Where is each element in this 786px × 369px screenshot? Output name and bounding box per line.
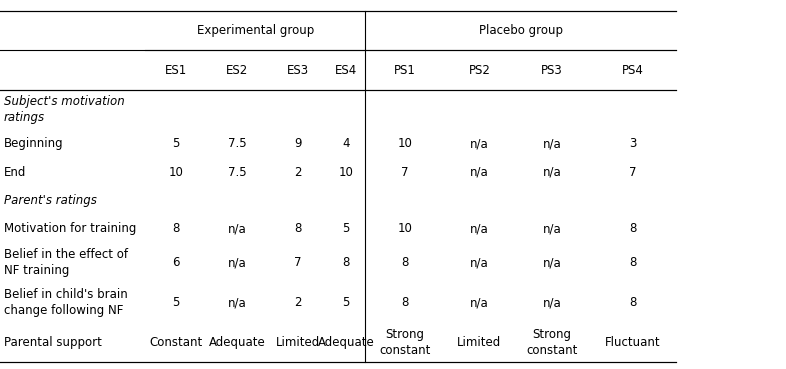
Text: Adequate: Adequate — [318, 336, 375, 349]
Text: n/a: n/a — [543, 166, 561, 179]
Text: 8: 8 — [629, 222, 637, 235]
Text: Beginning: Beginning — [4, 137, 64, 150]
Text: 5: 5 — [172, 137, 180, 150]
Text: PS4: PS4 — [622, 63, 644, 77]
Text: 5: 5 — [343, 222, 350, 235]
Text: 8: 8 — [294, 222, 301, 235]
Text: 10: 10 — [398, 222, 412, 235]
Text: 7.5: 7.5 — [228, 166, 247, 179]
Text: 8: 8 — [629, 256, 637, 269]
Text: Placebo group: Placebo group — [479, 24, 563, 37]
Text: 8: 8 — [343, 256, 350, 269]
Text: 9: 9 — [294, 137, 301, 150]
Text: ES1: ES1 — [165, 63, 187, 77]
Text: Adequate: Adequate — [209, 336, 266, 349]
Text: Strong
constant: Strong constant — [379, 328, 431, 357]
Text: 3: 3 — [629, 137, 637, 150]
Text: 10: 10 — [169, 166, 183, 179]
Text: n/a: n/a — [228, 222, 247, 235]
Text: n/a: n/a — [543, 296, 561, 309]
Text: n/a: n/a — [470, 296, 489, 309]
Text: Parent's ratings: Parent's ratings — [4, 194, 97, 207]
Text: 10: 10 — [398, 137, 412, 150]
Text: PS3: PS3 — [542, 63, 563, 77]
Text: 7.5: 7.5 — [228, 137, 247, 150]
Text: 7: 7 — [294, 256, 301, 269]
Text: Limited: Limited — [275, 336, 320, 349]
Text: Subject's motivation
ratings: Subject's motivation ratings — [4, 95, 125, 124]
Text: 5: 5 — [172, 296, 180, 309]
Text: End: End — [4, 166, 26, 179]
Text: Belief in child's brain
change following NF: Belief in child's brain change following… — [4, 288, 127, 317]
Text: 6: 6 — [172, 256, 180, 269]
Text: 2: 2 — [294, 166, 301, 179]
Text: PS2: PS2 — [468, 63, 490, 77]
Text: 2: 2 — [294, 296, 301, 309]
Text: Strong
constant: Strong constant — [527, 328, 578, 357]
Text: Fluctuant: Fluctuant — [605, 336, 660, 349]
Text: Experimental group: Experimental group — [196, 24, 314, 37]
Text: n/a: n/a — [543, 256, 561, 269]
Text: 10: 10 — [339, 166, 354, 179]
Text: n/a: n/a — [470, 166, 489, 179]
Text: Belief in the effect of
NF training: Belief in the effect of NF training — [4, 248, 128, 277]
Text: n/a: n/a — [228, 256, 247, 269]
Text: n/a: n/a — [470, 222, 489, 235]
Text: n/a: n/a — [543, 137, 561, 150]
Text: n/a: n/a — [228, 296, 247, 309]
Text: Limited: Limited — [457, 336, 501, 349]
Text: 8: 8 — [401, 296, 409, 309]
Text: ES3: ES3 — [286, 63, 309, 77]
Text: PS1: PS1 — [394, 63, 416, 77]
Text: 7: 7 — [401, 166, 409, 179]
Text: n/a: n/a — [470, 256, 489, 269]
Text: Motivation for training: Motivation for training — [4, 222, 136, 235]
Text: 4: 4 — [343, 137, 350, 150]
Text: 8: 8 — [401, 256, 409, 269]
Text: ES2: ES2 — [226, 63, 248, 77]
Text: 5: 5 — [343, 296, 350, 309]
Text: 8: 8 — [172, 222, 180, 235]
Text: ES4: ES4 — [335, 63, 358, 77]
Text: n/a: n/a — [543, 222, 561, 235]
Text: 7: 7 — [629, 166, 637, 179]
Text: Constant: Constant — [149, 336, 203, 349]
Text: n/a: n/a — [470, 137, 489, 150]
Text: 8: 8 — [629, 296, 637, 309]
Text: Parental support: Parental support — [4, 336, 102, 349]
